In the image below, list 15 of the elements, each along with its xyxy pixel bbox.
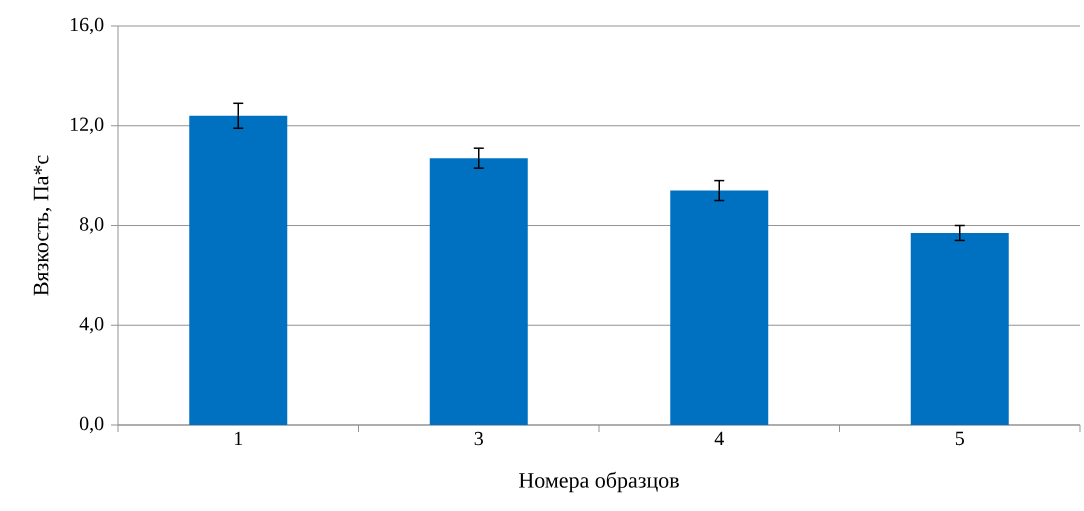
x-tick-label: 5 <box>955 431 964 446</box>
bar <box>429 158 528 425</box>
y-tick-label: 8,0 <box>79 217 104 234</box>
x-tick-label: 4 <box>714 431 724 446</box>
x-tick-label: 3 <box>474 431 483 446</box>
y-tick-label: 16,0 <box>70 17 104 35</box>
y-tick-label: 0,0 <box>79 416 104 434</box>
y-axis-title: Вязкость, Па*с <box>33 155 52 296</box>
y-tick-label: 4,0 <box>79 317 104 334</box>
bar <box>670 190 769 425</box>
bar <box>910 232 1009 425</box>
x-tick-label: 1 <box>235 431 243 446</box>
x-axis-title: Номера образцов <box>519 471 679 493</box>
bar <box>189 115 288 425</box>
y-tick-label: 12,0 <box>70 117 104 134</box>
